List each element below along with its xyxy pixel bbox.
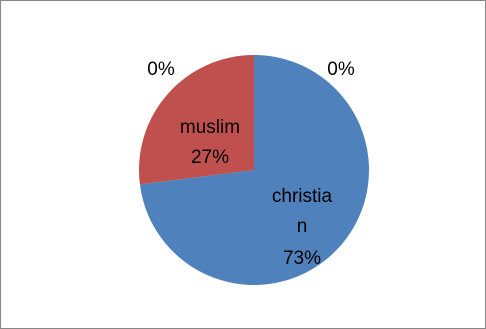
label-zero-right: 0% — [327, 59, 355, 80]
label-christian-percent: 73% — [282, 248, 322, 269]
pie-slice-muslim — [139, 55, 254, 185]
pie-slice-christian — [139, 55, 370, 285]
label-muslim-name: muslim — [179, 117, 241, 138]
label-muslim-percent: 27% — [190, 147, 230, 168]
label-christian-line1: christia — [271, 186, 333, 207]
label-christian-line2: n — [296, 216, 308, 237]
label-zero-left: 0% — [147, 59, 175, 80]
